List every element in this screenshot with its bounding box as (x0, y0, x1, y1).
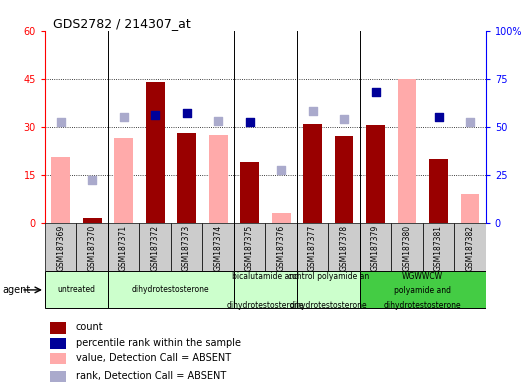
Bar (50, 371, 67, 382)
Bar (45, 271, 108, 308)
Bar (265, 223, 297, 271)
Text: agent: agent (3, 285, 31, 295)
Text: bicalutamide and: bicalutamide and (232, 272, 299, 281)
Text: GSM187382: GSM187382 (466, 225, 475, 271)
Bar (271, 213, 290, 223)
Text: dihydrotestosterone: dihydrotestosterone (384, 301, 461, 310)
Text: rank, Detection Call = ABSENT: rank, Detection Call = ABSENT (76, 371, 226, 381)
Text: GSM187370: GSM187370 (88, 225, 97, 271)
Text: GDS2782 / 214307_at: GDS2782 / 214307_at (53, 17, 191, 30)
Bar (234, 223, 265, 271)
Text: dihydrotestosterone: dihydrotestosterone (227, 301, 304, 310)
Point (151, 112, 159, 118)
Point (246, 119, 254, 125)
Text: GSM187376: GSM187376 (277, 225, 286, 271)
Bar (423, 223, 454, 271)
Bar (50, 338, 67, 349)
Point (340, 116, 348, 122)
Bar (77, 223, 108, 271)
Bar (50, 353, 67, 364)
Text: percentile rank within the sample: percentile rank within the sample (76, 338, 241, 348)
Bar (146, 82, 165, 223)
Bar (391, 223, 423, 271)
Bar (50, 323, 67, 334)
Bar (202, 223, 234, 271)
Text: untreated: untreated (58, 285, 96, 295)
Bar (366, 125, 385, 223)
Bar (328, 223, 360, 271)
Bar (177, 133, 196, 223)
Point (214, 118, 222, 124)
Text: value, Detection Call = ABSENT: value, Detection Call = ABSENT (76, 353, 231, 363)
Bar (209, 135, 228, 223)
Bar (108, 223, 139, 271)
Text: GSM187377: GSM187377 (308, 225, 317, 271)
Text: GSM187369: GSM187369 (56, 225, 65, 271)
Point (88, 177, 96, 184)
Text: control polyamide an: control polyamide an (288, 272, 369, 281)
Bar (114, 138, 133, 223)
Text: GSM187381: GSM187381 (434, 225, 443, 271)
Point (277, 167, 285, 173)
Text: polyamide and: polyamide and (394, 286, 451, 295)
Point (56, 119, 65, 125)
Bar (234, 271, 297, 308)
Bar (108, 271, 234, 308)
Bar (139, 223, 171, 271)
Point (435, 114, 443, 120)
Bar (460, 194, 479, 223)
Text: dihydrotestosterone: dihydrotestosterone (132, 285, 210, 295)
Point (371, 89, 380, 95)
Bar (360, 271, 486, 308)
Text: GSM187378: GSM187378 (340, 225, 348, 271)
Text: GSM187375: GSM187375 (245, 225, 254, 271)
Bar (335, 136, 354, 223)
Bar (454, 223, 486, 271)
Point (182, 110, 191, 116)
Text: GSM187379: GSM187379 (371, 225, 380, 271)
Bar (171, 223, 202, 271)
Bar (83, 218, 101, 223)
Point (119, 114, 128, 120)
Point (466, 119, 474, 125)
Text: WGWWCW: WGWWCW (402, 272, 444, 281)
Text: dihydrotestosterone: dihydrotestosterone (289, 301, 367, 310)
Text: GSM187371: GSM187371 (119, 225, 128, 271)
Bar (45, 223, 77, 271)
Bar (297, 223, 328, 271)
Text: GSM187374: GSM187374 (214, 225, 223, 271)
Bar (429, 159, 448, 223)
Text: GSM187380: GSM187380 (402, 225, 411, 271)
Text: GSM187373: GSM187373 (182, 225, 191, 271)
Bar (303, 124, 322, 223)
Bar (240, 162, 259, 223)
Point (308, 108, 317, 114)
Bar (398, 79, 417, 223)
Bar (297, 271, 360, 308)
Text: GSM187372: GSM187372 (150, 225, 159, 271)
Text: count: count (76, 322, 103, 332)
Bar (360, 223, 391, 271)
Bar (51, 157, 70, 223)
